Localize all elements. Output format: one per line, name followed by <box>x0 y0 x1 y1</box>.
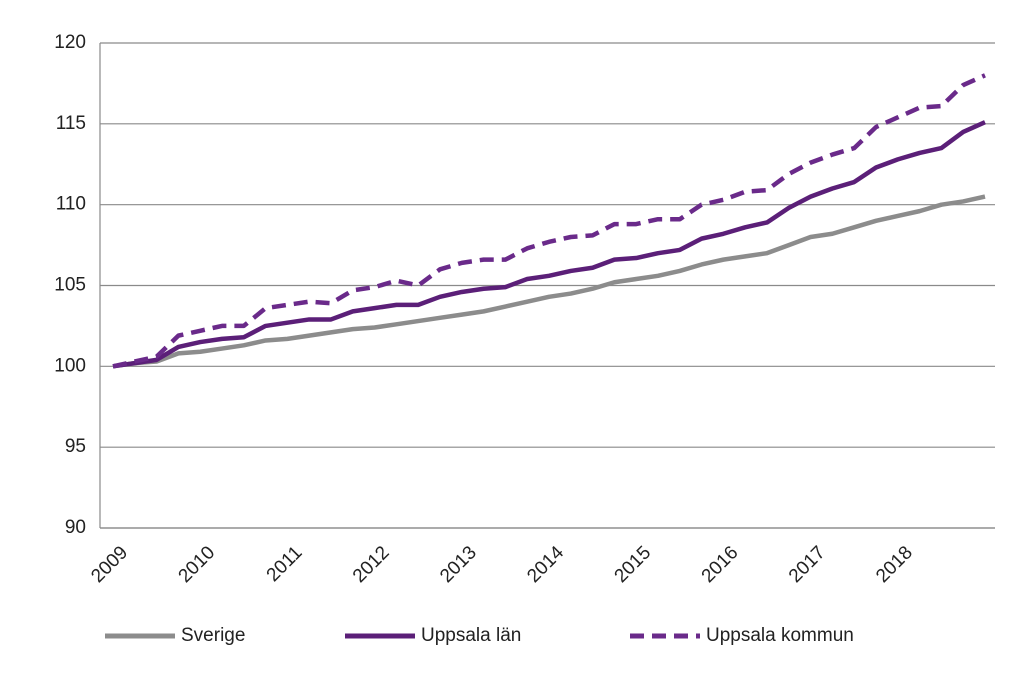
y-tick-label: 95 <box>65 436 86 457</box>
x-tick-label: 2012 <box>349 542 394 587</box>
legend-label: Sverige <box>181 625 245 646</box>
y-tick-label: 90 <box>65 517 86 538</box>
y-tick-label: 105 <box>54 275 86 296</box>
x-tick-label: 2015 <box>611 542 656 587</box>
legend-label: Uppsala kommun <box>706 625 854 646</box>
y-tick-label: 115 <box>56 113 86 134</box>
y-tick-label: 110 <box>56 194 86 215</box>
x-tick-label: 2016 <box>698 542 743 587</box>
series-line <box>112 73 986 369</box>
x-tick-label: 2010 <box>175 542 220 587</box>
x-tick-label: 2017 <box>785 542 830 587</box>
series-line <box>112 120 986 369</box>
legend-label: Uppsala län <box>421 625 521 646</box>
y-tick-label: 120 <box>54 32 86 53</box>
x-tick-label: 2009 <box>87 542 132 587</box>
x-tick-label: 2013 <box>436 542 481 587</box>
x-tick-label: 2018 <box>872 542 917 587</box>
series-line <box>112 194 986 369</box>
x-tick-label: 2014 <box>523 542 568 587</box>
x-tick-label: 2011 <box>263 542 307 586</box>
y-tick-label: 100 <box>54 355 86 376</box>
